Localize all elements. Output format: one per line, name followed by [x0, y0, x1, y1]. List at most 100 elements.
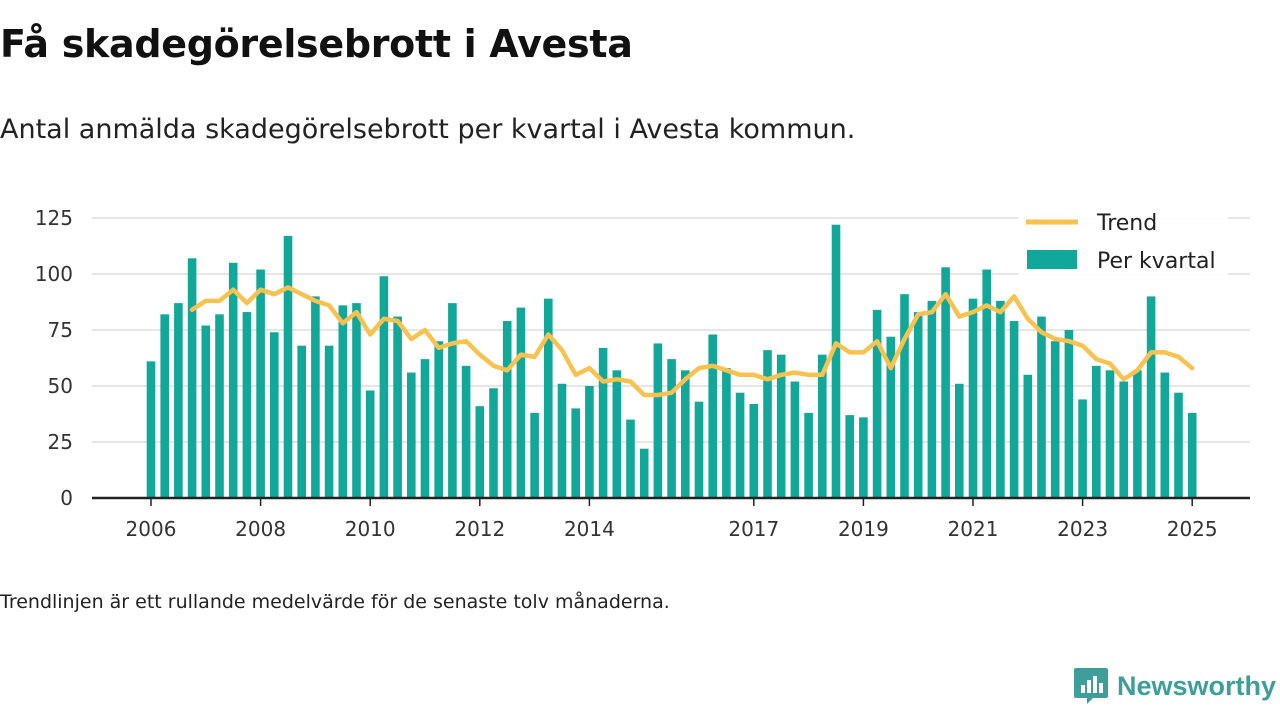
newsworthy-logo-icon — [1073, 668, 1108, 704]
bar — [1160, 372, 1170, 498]
x-tick-label: 2017 — [728, 517, 779, 541]
bar — [270, 332, 279, 498]
bar — [708, 334, 717, 498]
bar — [722, 368, 731, 498]
bar — [338, 305, 348, 498]
bar — [653, 343, 663, 498]
bar — [927, 300, 937, 498]
bar — [749, 403, 759, 498]
x-tick-label: 2006 — [126, 517, 177, 541]
x-tick-label: 2008 — [235, 517, 286, 541]
bar — [571, 408, 580, 498]
bar — [297, 345, 306, 498]
y-tick-label: 75 — [48, 318, 73, 342]
bar — [475, 406, 485, 498]
bar — [681, 370, 690, 498]
bar — [283, 235, 293, 499]
bar — [365, 390, 375, 498]
bar — [900, 294, 909, 498]
bar — [694, 401, 704, 498]
y-tick-label: 125 — [35, 206, 73, 230]
y-axis-ticks: 0 25 50 75 100 125 — [35, 206, 73, 510]
bar — [818, 354, 827, 498]
bar — [1023, 374, 1033, 498]
newsworthy-logo-text: Newsworthy — [1116, 670, 1276, 701]
bar — [1050, 341, 1060, 498]
line-series-trend — [189, 285, 1195, 398]
bar — [1133, 370, 1142, 498]
x-tick-label: 2023 — [1057, 517, 1108, 541]
bar — [557, 383, 567, 498]
bar — [872, 309, 882, 498]
bar — [256, 269, 265, 498]
x-tick-label: 2021 — [948, 517, 999, 541]
bar — [530, 412, 539, 498]
bar — [1078, 399, 1087, 498]
bar — [544, 298, 553, 498]
bar — [393, 316, 402, 498]
bar — [831, 224, 841, 498]
bar — [489, 388, 498, 498]
bar — [228, 262, 238, 498]
bar — [612, 370, 622, 498]
bar — [502, 321, 512, 498]
bar — [955, 383, 964, 498]
x-tick-label: 2025 — [1167, 517, 1218, 541]
y-tick-label: 0 — [60, 486, 73, 510]
bar — [639, 448, 649, 498]
x-tick-label: 2019 — [838, 517, 889, 541]
bar — [146, 361, 156, 498]
bar — [626, 419, 635, 498]
bar — [1119, 381, 1128, 498]
bar-series-per-kvartal — [146, 224, 1197, 499]
bar — [1064, 330, 1074, 498]
bar — [448, 303, 457, 498]
bar — [667, 359, 676, 498]
bar — [420, 359, 430, 498]
chart-subtitle: Antal anmälda skadegörelsebrott per kvar… — [0, 114, 856, 145]
bar — [804, 412, 813, 498]
bar — [187, 258, 197, 498]
bar — [585, 386, 594, 498]
bar — [311, 296, 320, 498]
bar — [776, 354, 786, 498]
footnote: Trendlinjen är ett rullande medelvärde f… — [0, 591, 670, 613]
bar — [215, 314, 224, 498]
trend-line — [189, 285, 1195, 398]
bar — [201, 325, 211, 498]
bar — [174, 303, 183, 498]
y-tick-label: 25 — [48, 430, 73, 454]
bar — [1009, 321, 1019, 498]
x-axis-ticks: 2006 2008 2010 2012 2014 2017 2019 2021 2023 2025 — [92, 496, 1250, 541]
bar — [859, 417, 868, 498]
bar — [352, 303, 361, 498]
x-tick-label: 2014 — [564, 517, 615, 541]
bar — [1037, 316, 1046, 498]
bar — [1092, 365, 1101, 498]
bar — [790, 381, 800, 498]
bar — [407, 372, 416, 498]
x-tick-label: 2012 — [454, 517, 505, 541]
legend-bar-label: Per kvartal — [1097, 249, 1216, 274]
bar — [242, 312, 252, 498]
bar — [379, 276, 389, 498]
bar — [1105, 370, 1115, 498]
newsworthy-logo[interactable]: Newsworthy — [1073, 666, 1276, 706]
x-tick-label: 2010 — [345, 517, 396, 541]
bar — [982, 269, 991, 498]
bar — [735, 392, 745, 498]
bar — [845, 415, 854, 498]
bar — [996, 300, 1005, 498]
bar — [968, 298, 978, 498]
legend: Trend Per kvartal — [1018, 208, 1228, 284]
y-tick-label: 50 — [48, 374, 73, 398]
bar — [324, 345, 334, 498]
chart-title: Få skadegörelsebrott i Avesta — [0, 22, 633, 66]
bar — [516, 307, 526, 498]
bar — [461, 365, 471, 498]
bar — [941, 267, 950, 498]
legend-trend-label: Trend — [1096, 211, 1157, 236]
bar — [598, 347, 608, 498]
legend-bar-swatch — [1027, 250, 1077, 269]
